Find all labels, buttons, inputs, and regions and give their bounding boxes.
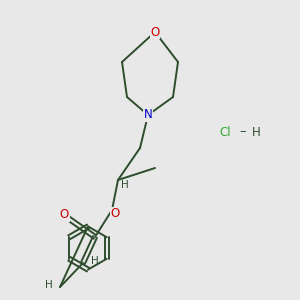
Text: H: H [252, 125, 261, 139]
Text: O: O [110, 207, 120, 220]
Text: H: H [45, 280, 52, 290]
Text: H: H [121, 180, 128, 190]
Text: –: – [240, 125, 246, 139]
Text: N: N [144, 109, 152, 122]
Text: O: O [60, 208, 69, 221]
Text: Cl: Cl [219, 125, 231, 139]
Text: O: O [150, 26, 160, 38]
Text: H: H [91, 256, 98, 266]
